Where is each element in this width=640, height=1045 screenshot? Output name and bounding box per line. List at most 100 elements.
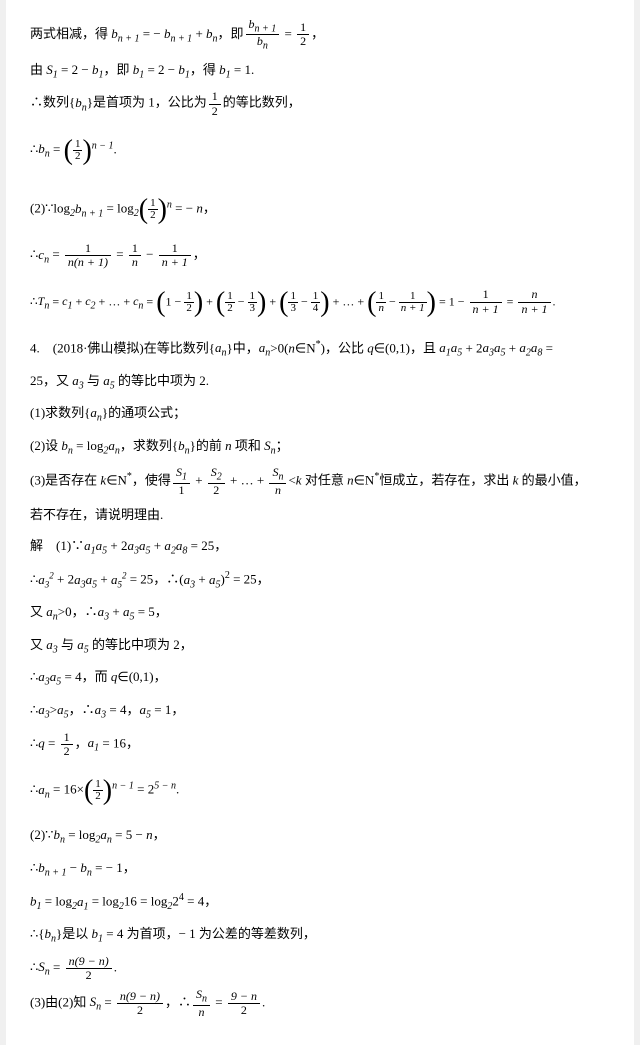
text: (3)由(2)知 <box>30 994 90 1009</box>
line-25: ∴{bn}是以 b1 = 4 为首项，− 1 为公差的等差数列， <box>30 922 610 949</box>
num: 1 <box>399 291 427 303</box>
fraction: S11 <box>173 466 190 497</box>
fraction: 1n <box>376 291 386 314</box>
text: = 1. <box>231 62 255 77</box>
text: . <box>176 782 179 797</box>
den: 2 <box>61 745 73 758</box>
document-page: 两式相减，得 bn + 1 = − bn + 1 + bn，即bn + 1bn … <box>6 0 634 1045</box>
right-paren: ) <box>158 183 167 236</box>
line-13: 若不存在，请说明理由. <box>30 503 610 528</box>
text: 两式相减，得 <box>30 26 111 41</box>
text: 的等比中项为 2， <box>89 637 193 652</box>
line-11: (2)设 bn = log2an，求数列{bn}的前 n 项和 Sn； <box>30 434 610 461</box>
text: >0，∴ <box>58 604 98 619</box>
text: 又 <box>30 604 46 619</box>
text: (1)求数列{ <box>30 405 90 420</box>
text: = <box>45 735 59 750</box>
num: 1 <box>61 731 73 745</box>
right-paren: ) <box>82 124 91 177</box>
text: ∈N <box>106 473 127 488</box>
rp: ) <box>194 276 203 329</box>
text: 25，又 <box>30 373 72 388</box>
num: 1 <box>209 90 221 104</box>
text: + 2 <box>107 538 127 553</box>
text: 解 (1)∵ <box>30 538 84 553</box>
line-22: (2)∵bn = log2an = 5 − n， <box>30 823 610 850</box>
sub: n + 1 <box>82 208 104 219</box>
num: 1 <box>159 242 191 256</box>
line-12: (3)是否存在 k∈N*，使得S11 + S22 + … + Snn<k 对任意… <box>30 466 610 497</box>
text: ， <box>193 247 206 262</box>
text: = 4，而 <box>61 669 111 684</box>
text: + <box>97 572 111 587</box>
line-26: ∴Sn = n(9 − n)2. <box>30 955 610 982</box>
text: = − <box>140 26 164 41</box>
fraction: Snn <box>269 466 286 497</box>
num: 1 <box>129 242 141 256</box>
den: n + 1 <box>470 303 502 316</box>
text: ； <box>276 438 289 453</box>
text: = 4， <box>106 702 139 717</box>
line-9: 25，又 a3 与 a5 的等比中项为 2. <box>30 369 610 396</box>
line-21: ∴an = 16×(12)n − 1 = 25 − n. <box>30 764 610 817</box>
text: = 1 − <box>436 294 468 308</box>
sub: n <box>202 994 207 1005</box>
text: = 4 为首项，− 1 为公差的等差数列， <box>103 926 316 941</box>
fraction: 1n <box>129 242 141 269</box>
fraction: Snn <box>193 988 210 1019</box>
text: = 2 <box>134 782 154 797</box>
text: − <box>67 860 81 875</box>
den: 2 <box>184 303 194 314</box>
den: n <box>376 303 386 314</box>
num: 1 <box>311 291 321 303</box>
text: + 2 <box>54 572 74 587</box>
line-27: (3)由(2)知 Sn = n(9 − n)2，∴Snn = 9 − n2. <box>30 988 610 1019</box>
text: + <box>151 538 165 553</box>
text: ，∴ <box>165 994 191 1009</box>
text: = 2 − <box>144 62 178 77</box>
rp: ) <box>257 276 266 329</box>
text: = 16， <box>99 735 139 750</box>
text: + … + <box>227 473 268 488</box>
text: ，即 <box>218 26 244 41</box>
text: ，得 <box>190 62 219 77</box>
text: = − <box>172 201 196 216</box>
lp: ( <box>279 276 288 329</box>
fraction: S22 <box>208 466 225 497</box>
text: + <box>192 26 206 41</box>
num: n(9 − n) <box>66 955 112 969</box>
line-23: ∴bn + 1 − bn = − 1， <box>30 856 610 883</box>
text: = 1， <box>151 702 184 717</box>
text: >0( <box>270 340 288 355</box>
text: . <box>553 294 556 308</box>
den: 2 <box>209 105 221 118</box>
text: = <box>212 994 226 1009</box>
line-20: ∴q = 12，a1 = 16， <box>30 731 610 758</box>
lp: ( <box>84 764 93 817</box>
text: = <box>101 994 115 1009</box>
text: ， <box>311 26 324 41</box>
sub: n + 1 <box>45 867 67 878</box>
fraction: 14 <box>311 291 321 314</box>
text: 若不存在，请说明理由. <box>30 507 163 522</box>
den: 2 <box>117 1004 163 1017</box>
num: 1 <box>65 242 111 256</box>
text: = <box>143 294 156 308</box>
left-paren: ( <box>64 124 73 177</box>
text: }中， <box>226 340 258 355</box>
text: )，公比 <box>321 340 368 355</box>
den: n <box>269 484 286 497</box>
text: ，即 <box>103 62 132 77</box>
fraction: 1n + 1 <box>399 291 427 314</box>
text: 又 <box>30 637 46 652</box>
sub: n <box>278 472 283 483</box>
line-5: (2)∵log2bn + 1 = log2(12)n = − n， <box>30 183 610 236</box>
left-paren: ( <box>139 183 148 236</box>
den: 2 <box>73 151 83 162</box>
text: 由 <box>30 62 46 77</box>
text: = <box>49 247 63 262</box>
line-16: 又 an>0，∴a3 + a5 = 5， <box>30 600 610 627</box>
line-4: ∴bn = (12)n − 1. <box>30 124 610 177</box>
sub: n + 1 <box>170 33 192 44</box>
text: = <box>49 294 62 308</box>
